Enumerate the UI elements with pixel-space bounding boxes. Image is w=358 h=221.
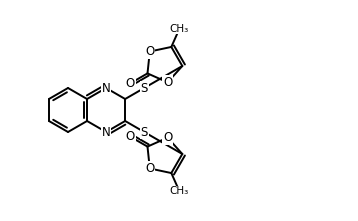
Text: O: O xyxy=(126,130,135,143)
Text: S: S xyxy=(141,82,148,95)
Text: CH₃: CH₃ xyxy=(170,186,189,196)
Text: S: S xyxy=(141,126,148,139)
Text: N: N xyxy=(102,126,111,139)
Text: O: O xyxy=(163,131,172,144)
Text: CH₃: CH₃ xyxy=(170,24,189,34)
Text: O: O xyxy=(145,45,154,58)
Text: O: O xyxy=(163,76,172,89)
Text: O: O xyxy=(126,77,135,90)
Text: N: N xyxy=(102,82,111,95)
Text: O: O xyxy=(145,162,154,175)
